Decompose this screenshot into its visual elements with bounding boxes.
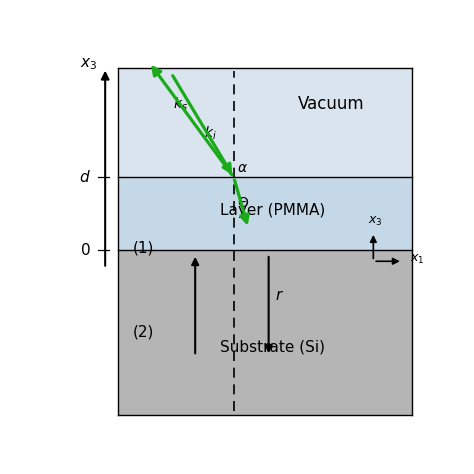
Text: $\alpha$: $\alpha$ — [237, 161, 248, 175]
Text: $x_3$: $x_3$ — [80, 56, 97, 72]
Text: (1): (1) — [133, 241, 155, 256]
Bar — [118, 177, 412, 250]
Text: $\Theta$: $\Theta$ — [237, 196, 249, 210]
Text: $d$: $d$ — [79, 169, 91, 185]
Text: Vacuum: Vacuum — [298, 95, 365, 113]
Text: Layer (PMMA): Layer (PMMA) — [219, 203, 325, 218]
Text: $k_i$: $k_i$ — [203, 125, 216, 142]
Text: $x_1$: $x_1$ — [410, 253, 425, 266]
Text: $r$: $r$ — [275, 289, 284, 303]
Text: $0$: $0$ — [80, 242, 90, 258]
Text: $x_3$: $x_3$ — [368, 215, 383, 228]
Bar — [118, 68, 412, 177]
Text: Substrate (Si): Substrate (Si) — [220, 339, 325, 355]
Text: (2): (2) — [133, 325, 155, 340]
Text: $k_s$: $k_s$ — [173, 96, 188, 113]
Bar — [118, 250, 412, 415]
